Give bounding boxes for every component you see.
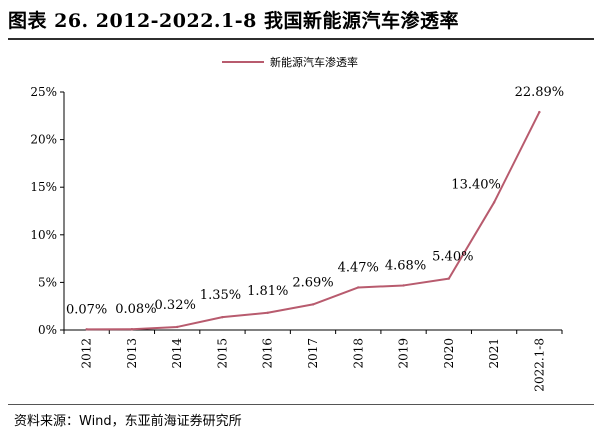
y-tick-label: 15%	[30, 180, 57, 194]
x-tick-label: 2022.1-8	[532, 338, 546, 392]
x-tick-label: 2017	[306, 338, 320, 369]
data-label: 0.07%	[66, 302, 107, 317]
data-point	[175, 325, 179, 329]
data-point	[538, 110, 541, 114]
data-point	[402, 284, 405, 287]
data-label: 0.08%	[115, 302, 156, 317]
y-tick-label: 5%	[38, 275, 57, 289]
data-point	[311, 303, 315, 306]
data-point	[492, 201, 496, 204]
x-tick-label: 2021	[487, 338, 501, 369]
data-label: 22.89%	[515, 85, 565, 100]
data-point	[130, 328, 134, 331]
y-tick-label: 10%	[30, 228, 57, 242]
data-label: 4.68%	[385, 258, 426, 273]
x-tick-label: 2019	[397, 338, 411, 369]
source-note: 资料来源：Wind，东亚前海证券研究所	[14, 414, 242, 429]
data-point	[221, 315, 224, 319]
data-point	[85, 328, 88, 331]
chart-title: 图表 26. 2012-2022.1-8 我国新能源汽车渗透率	[8, 10, 459, 32]
data-label: 1.81%	[247, 284, 288, 299]
x-tick-label: 2013	[125, 338, 139, 369]
x-tick-label: 2018	[351, 338, 365, 369]
title-divider	[8, 38, 594, 40]
data-point	[266, 311, 269, 314]
data-label: 1.35%	[200, 288, 241, 303]
data-point	[357, 286, 360, 289]
data-label: 5.40%	[432, 250, 473, 265]
data-label: 13.40%	[451, 177, 501, 192]
data-label: 4.47%	[338, 260, 379, 275]
legend-label: 新能源汽车渗透率	[270, 55, 358, 69]
data-label: 2.69%	[292, 275, 333, 290]
x-tick-label: 2012	[80, 338, 94, 369]
x-tick-label: 2020	[442, 338, 456, 369]
x-tick-label: 2015	[215, 338, 229, 369]
x-tick-label: 2016	[261, 338, 275, 369]
data-label: 0.32%	[155, 298, 196, 313]
series-line	[86, 111, 541, 331]
y-tick-label: 20%	[30, 133, 57, 147]
x-tick-label: 2014	[170, 338, 184, 369]
data-point	[447, 277, 451, 280]
y-tick-label: 25%	[30, 85, 57, 99]
source-divider	[8, 404, 594, 405]
y-tick-label: 0%	[38, 323, 57, 337]
